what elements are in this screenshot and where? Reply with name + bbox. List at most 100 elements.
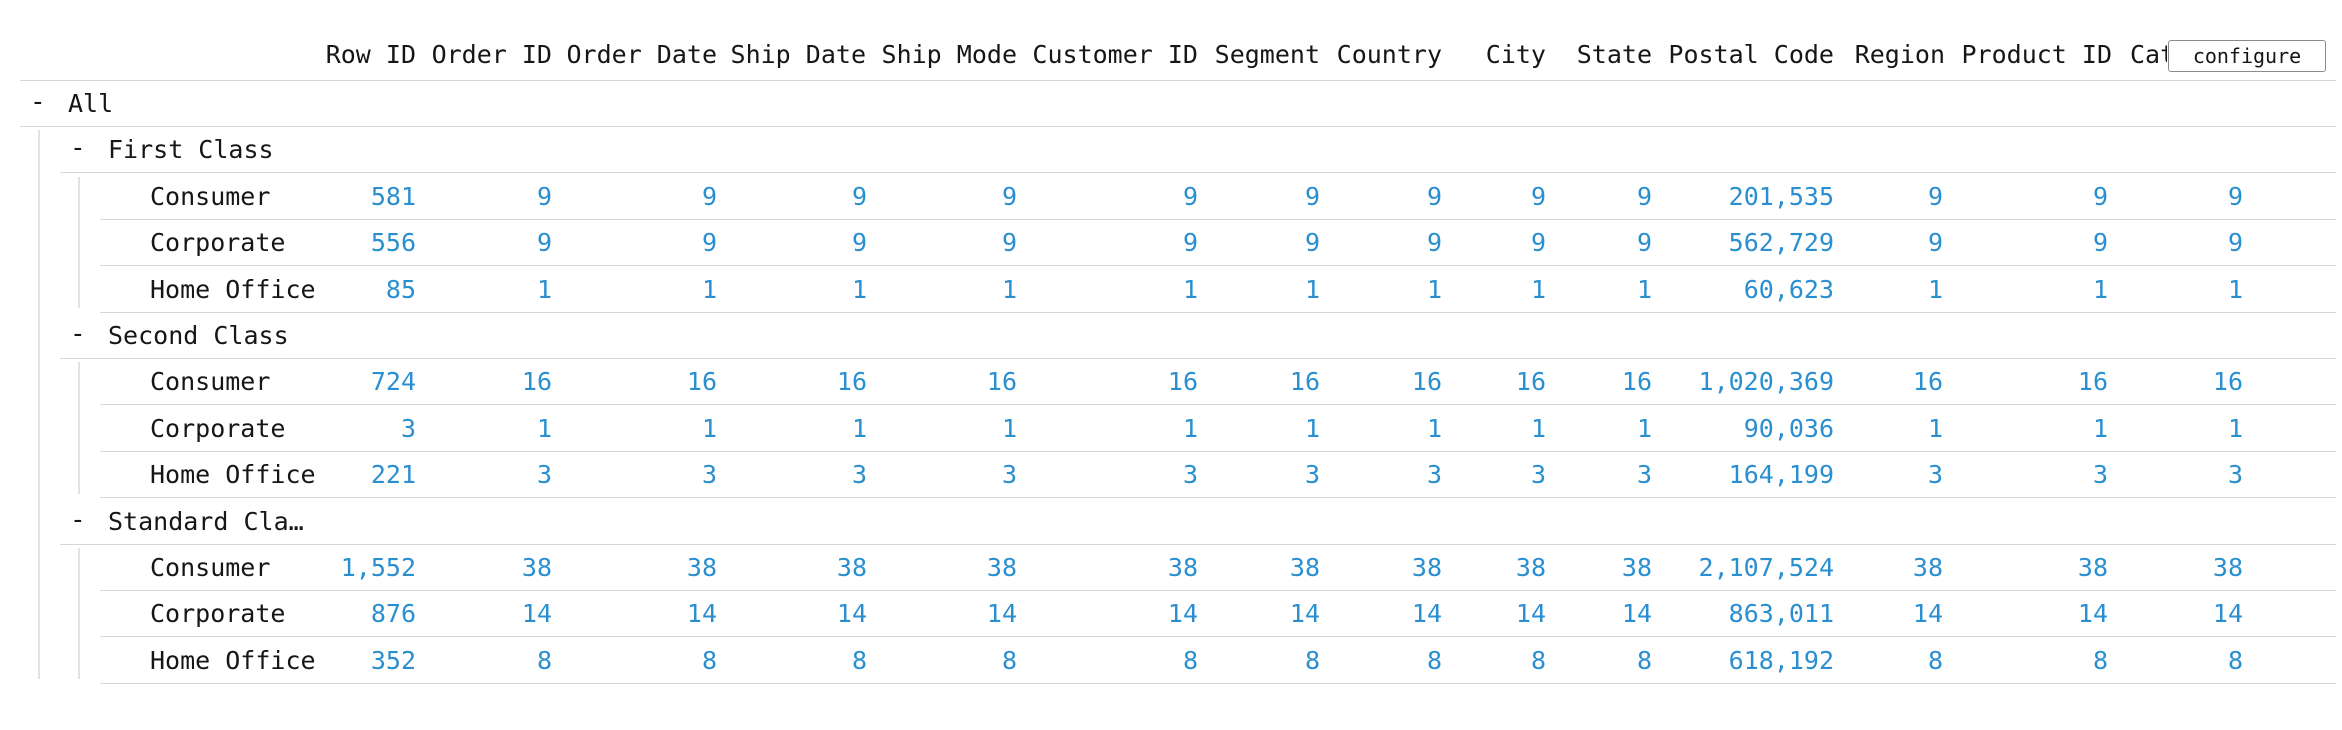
value-cell[interactable]: 38: [1289, 553, 1320, 582]
value-cell[interactable]: 1: [1001, 413, 1017, 443]
value-cell[interactable]: 1: [536, 413, 552, 443]
value-cell[interactable]: 9: [1426, 181, 1442, 211]
value-cell[interactable]: 9: [1927, 181, 1943, 211]
column-header-order-id[interactable]: Order ID: [431, 40, 552, 69]
value-cell[interactable]: 1: [1426, 413, 1442, 443]
collapse-toggle-icon[interactable]: -: [70, 504, 86, 535]
value-cell[interactable]: 1: [2092, 274, 2108, 304]
value-cell[interactable]: 14: [521, 599, 552, 629]
value-cell[interactable]: 1: [2227, 274, 2243, 304]
value-cell[interactable]: 16: [521, 367, 552, 397]
collapse-toggle-icon[interactable]: -: [70, 133, 86, 164]
value-cell[interactable]: 16: [986, 367, 1017, 397]
tree-row-segment[interactable]: Consumer 724 16 16 16 16 16 16 16 16 16 1,020,369 16…: [100, 358, 2336, 406]
value-cell[interactable]: 3: [851, 460, 867, 490]
column-header-segment[interactable]: Segment: [1214, 40, 1320, 69]
value-cell[interactable]: 14: [1411, 599, 1442, 629]
value-cell[interactable]: 9: [1530, 181, 1546, 211]
column-header-order-date[interactable]: Order Date: [566, 40, 717, 69]
value-cell[interactable]: 8: [1927, 645, 1943, 675]
value-cell[interactable]: 9: [1530, 228, 1546, 258]
value-cell[interactable]: 14: [686, 599, 717, 629]
value-cell[interactable]: 618,192: [1728, 645, 1834, 675]
value-cell[interactable]: 8: [851, 645, 867, 675]
column-header-product-id[interactable]: Product ID: [1961, 40, 2112, 69]
value-cell[interactable]: 8: [1530, 645, 1546, 675]
value-cell[interactable]: 556: [370, 228, 416, 258]
tree-row-segment[interactable]: Corporate 876 14 14 14 14 14 14 14 14 14 863,011 14 1…: [100, 590, 2336, 638]
value-cell[interactable]: 3: [1001, 460, 1017, 490]
value-cell[interactable]: 14: [836, 599, 867, 629]
value-cell[interactable]: 8: [1182, 645, 1198, 675]
column-header-city[interactable]: City: [1485, 40, 1546, 69]
value-cell[interactable]: 1: [1001, 274, 1017, 304]
column-header-customer-id[interactable]: Customer ID: [1032, 40, 1198, 69]
column-header-postal-code[interactable]: Postal Code: [1668, 40, 1834, 69]
value-cell[interactable]: 9: [1636, 228, 1652, 258]
tree-row-segment[interactable]: Corporate 3 1 1 1 1 1 1 1 1 1 90,036 1 1 1: [100, 405, 2336, 452]
collapse-toggle-icon[interactable]: -: [30, 87, 46, 117]
column-header-country[interactable]: Country: [1336, 40, 1442, 69]
value-cell[interactable]: 38: [1621, 553, 1652, 582]
value-cell[interactable]: 16: [1621, 367, 1652, 397]
value-cell[interactable]: 1: [1304, 413, 1320, 443]
value-cell[interactable]: 3: [2227, 460, 2243, 490]
value-cell[interactable]: 9: [701, 181, 717, 211]
value-cell[interactable]: 1: [1927, 274, 1943, 304]
value-cell[interactable]: 581: [370, 181, 416, 211]
value-cell[interactable]: 9: [1426, 228, 1442, 258]
value-cell[interactable]: 38: [2212, 553, 2243, 582]
value-cell[interactable]: 3: [701, 460, 717, 490]
value-cell[interactable]: 9: [2092, 228, 2108, 258]
value-cell[interactable]: 38: [1912, 553, 1943, 582]
value-cell[interactable]: 201,535: [1728, 181, 1834, 211]
value-cell[interactable]: 3: [1426, 460, 1442, 490]
value-cell[interactable]: 9: [701, 228, 717, 258]
value-cell[interactable]: 8: [1304, 645, 1320, 675]
value-cell[interactable]: 3: [2092, 460, 2108, 490]
collapse-toggle-icon[interactable]: -: [70, 319, 86, 349]
value-cell[interactable]: 38: [1167, 553, 1198, 582]
value-cell[interactable]: 1: [1927, 413, 1943, 443]
value-cell[interactable]: 164,199: [1728, 460, 1834, 490]
value-cell[interactable]: 2,107,524: [1698, 553, 1834, 582]
value-cell[interactable]: 38: [686, 553, 717, 582]
value-cell[interactable]: 9: [536, 181, 552, 211]
value-cell[interactable]: 14: [2212, 599, 2243, 629]
value-cell[interactable]: 1,552: [340, 553, 416, 582]
tree-row-segment[interactable]: Home Office 221 3 3 3 3 3 3 3 3 3 164,199 3 3 3: [100, 451, 2336, 499]
value-cell[interactable]: 16: [1167, 367, 1198, 397]
value-cell[interactable]: 8: [536, 645, 552, 675]
value-cell[interactable]: 16: [2077, 367, 2108, 397]
value-cell[interactable]: 352: [370, 645, 416, 675]
value-cell[interactable]: 38: [2077, 553, 2108, 582]
tree-row-segment[interactable]: Corporate 556 9 9 9 9 9 9 9 9 9 562,729 9 9 9: [100, 219, 2336, 267]
value-cell[interactable]: 38: [521, 553, 552, 582]
column-header-ship-mode[interactable]: Ship Mode: [881, 40, 1017, 69]
value-cell[interactable]: 9: [1636, 181, 1652, 211]
value-cell[interactable]: 3: [536, 460, 552, 490]
value-cell[interactable]: 90,036: [1743, 413, 1834, 443]
value-cell[interactable]: 9: [1182, 228, 1198, 258]
value-cell[interactable]: 9: [1927, 228, 1943, 258]
value-cell[interactable]: 8: [701, 645, 717, 675]
value-cell[interactable]: 38: [1515, 553, 1546, 582]
tree-row-all[interactable]: - All: [20, 80, 2336, 127]
value-cell[interactable]: 8: [1636, 645, 1652, 675]
column-header-state[interactable]: State: [1576, 40, 1652, 69]
value-cell[interactable]: 1: [1426, 274, 1442, 304]
value-cell[interactable]: 14: [1912, 599, 1943, 629]
value-cell[interactable]: 9: [536, 228, 552, 258]
value-cell[interactable]: 9: [2092, 181, 2108, 211]
value-cell[interactable]: 8: [1001, 645, 1017, 675]
column-header-ship-date[interactable]: Ship Date: [730, 40, 866, 69]
tree-row-group[interactable]: - First Class: [60, 126, 2336, 174]
value-cell[interactable]: 8: [2227, 645, 2243, 675]
value-cell[interactable]: 3: [1636, 460, 1652, 490]
value-cell[interactable]: 9: [1304, 181, 1320, 211]
value-cell[interactable]: 16: [836, 367, 867, 397]
value-cell[interactable]: 9: [1001, 228, 1017, 258]
value-cell[interactable]: 1: [1636, 274, 1652, 304]
value-cell[interactable]: 1: [851, 413, 867, 443]
value-cell[interactable]: 3: [1927, 460, 1943, 490]
